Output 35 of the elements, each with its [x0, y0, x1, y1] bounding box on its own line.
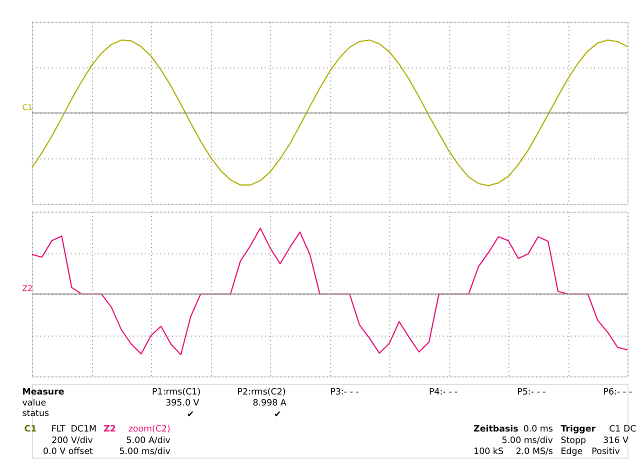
- text: 2.0 MS/s: [516, 446, 554, 457]
- text: 316 V: [603, 436, 629, 446]
- text: 8.998 A: [252, 398, 286, 408]
- text: Trigger: [560, 424, 596, 435]
- text: Z2: [104, 424, 116, 435]
- text: ✔: [274, 410, 282, 420]
- text: P3:- - -: [330, 388, 359, 398]
- text: 200 V/div: [52, 436, 93, 446]
- text: Positiv: [592, 446, 620, 457]
- text: P1:rms(C1): [152, 388, 201, 398]
- text: DC1M: [70, 424, 97, 435]
- text: zoom(C2): [128, 424, 170, 435]
- text: C1: [24, 424, 37, 435]
- text: value: [22, 398, 46, 408]
- text: 5.00 ms/div: [502, 436, 553, 446]
- annotation: Z2: [22, 284, 33, 294]
- text: C1 DC: [609, 424, 636, 435]
- annotation: C1: [22, 103, 33, 112]
- text: Zeitbasis: [474, 424, 518, 435]
- text: Stopp: [560, 436, 586, 446]
- text: 5.00 A/div: [126, 436, 170, 446]
- text: status: [22, 409, 50, 420]
- text: 0.0 ms: [523, 424, 554, 435]
- text: Edge: [560, 446, 583, 457]
- text: P4:- - -: [428, 388, 458, 398]
- text: ✔: [186, 410, 194, 420]
- text: P2:rms(C2): [237, 388, 286, 398]
- text: P5:- - -: [517, 388, 546, 398]
- text: 0.0 V offset: [43, 446, 94, 457]
- text: FLT: [51, 424, 66, 435]
- text: 5.00 ms/div: [119, 446, 170, 457]
- text: Measure: [22, 388, 64, 398]
- text: P6:- - -: [603, 388, 632, 398]
- text: 395.0 V: [166, 398, 200, 408]
- text: 100 kS: [474, 446, 504, 457]
